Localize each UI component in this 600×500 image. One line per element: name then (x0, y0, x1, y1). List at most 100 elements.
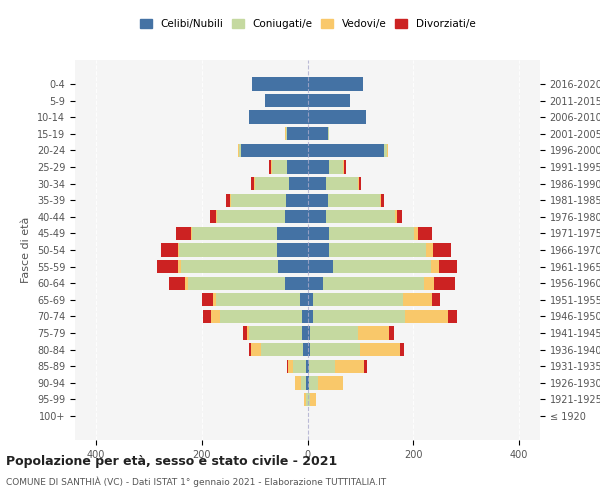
Bar (308, 244, 329, 256)
Bar (169, 276, 185, 290)
Bar (313, 310, 405, 323)
Bar (250, 110, 308, 124)
Bar (308, 260, 333, 274)
Bar (306, 393, 308, 406)
Bar (304, 393, 306, 406)
Bar (308, 326, 310, 340)
Bar (405, 310, 448, 323)
Bar (433, 244, 451, 256)
Bar (265, 94, 308, 107)
Bar (400, 343, 404, 356)
Bar (328, 194, 380, 207)
Bar (326, 210, 395, 224)
Bar (418, 226, 431, 240)
Bar (181, 260, 278, 274)
Bar (230, 194, 231, 207)
Bar (431, 260, 439, 274)
Bar (210, 210, 215, 224)
Bar (286, 194, 308, 207)
Bar (272, 160, 287, 173)
Bar (286, 210, 308, 224)
Bar (308, 78, 363, 90)
Bar (193, 226, 277, 240)
Bar (289, 177, 308, 190)
Bar (161, 244, 178, 256)
Bar (359, 177, 361, 190)
Bar (211, 310, 220, 323)
Bar (217, 210, 286, 224)
Bar (287, 360, 288, 373)
Bar (220, 310, 302, 323)
Bar (202, 293, 213, 306)
Bar (308, 343, 310, 356)
Bar (313, 293, 403, 306)
Bar (303, 343, 308, 356)
Bar (308, 376, 318, 390)
Bar (308, 393, 310, 406)
Bar (307, 376, 308, 390)
Bar (301, 376, 307, 390)
Bar (448, 310, 457, 323)
Bar (358, 177, 359, 190)
Bar (254, 177, 289, 190)
Bar (384, 144, 387, 157)
Bar (231, 194, 286, 207)
Bar (215, 210, 217, 224)
Bar (328, 127, 329, 140)
Bar (439, 260, 457, 274)
Bar (431, 293, 440, 306)
Bar (176, 226, 191, 240)
Bar (403, 293, 431, 306)
Bar (203, 310, 211, 323)
Bar (364, 360, 367, 373)
Bar (300, 293, 308, 306)
Bar (238, 144, 239, 157)
Bar (395, 210, 397, 224)
Bar (252, 78, 308, 90)
Bar (307, 360, 308, 373)
Bar (380, 194, 382, 207)
Bar (308, 310, 313, 323)
Bar (191, 226, 193, 240)
Bar (286, 276, 308, 290)
Bar (310, 326, 358, 340)
Bar (247, 326, 250, 340)
Bar (302, 310, 308, 323)
Bar (239, 144, 241, 157)
Bar (287, 127, 308, 140)
Bar (397, 210, 401, 224)
Bar (361, 343, 400, 356)
Bar (226, 194, 230, 207)
Bar (329, 160, 343, 173)
Bar (308, 293, 313, 306)
Bar (302, 326, 308, 340)
Bar (242, 326, 247, 340)
Bar (308, 177, 326, 190)
Bar (308, 110, 365, 124)
Bar (308, 360, 335, 373)
Bar (308, 210, 326, 224)
Bar (343, 160, 344, 173)
Bar (249, 343, 251, 356)
Bar (333, 260, 431, 274)
Legend: Celibi/Nubili, Coniugati/e, Vedovi/e, Divorziati/e: Celibi/Nubili, Coniugati/e, Vedovi/e, Di… (137, 16, 478, 32)
Bar (310, 343, 361, 356)
Bar (157, 260, 178, 274)
Bar (277, 244, 308, 256)
Bar (293, 360, 307, 373)
Bar (250, 326, 302, 340)
Bar (329, 226, 414, 240)
Bar (215, 293, 300, 306)
Bar (308, 127, 328, 140)
Bar (269, 160, 271, 173)
Bar (382, 194, 384, 207)
Bar (329, 244, 427, 256)
Bar (286, 127, 287, 140)
Bar (323, 276, 424, 290)
Bar (434, 276, 455, 290)
Bar (414, 226, 418, 240)
Bar (335, 360, 364, 373)
Bar (287, 160, 308, 173)
Bar (326, 177, 358, 190)
Bar (213, 293, 215, 306)
